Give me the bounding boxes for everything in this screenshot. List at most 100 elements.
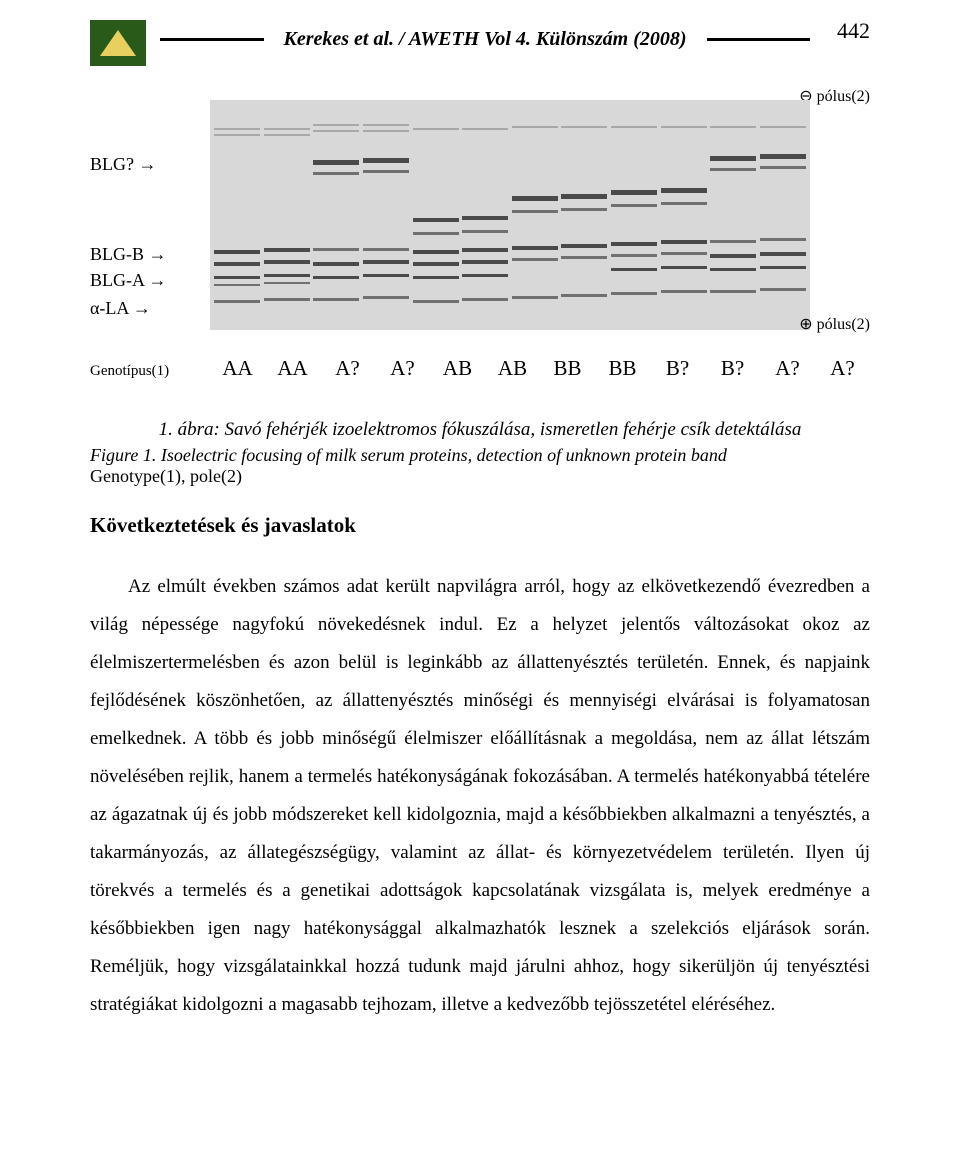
gel-band xyxy=(214,262,260,266)
gel-band xyxy=(214,250,260,254)
header-rule-left xyxy=(160,38,264,41)
gel-band xyxy=(363,124,409,126)
genotype-value: A? xyxy=(320,356,375,381)
gel-figure: ⊖ pólus(2) BLG? → BLG-B → BLG-A → α-LA →… xyxy=(90,100,870,330)
gel-band xyxy=(512,258,558,261)
gel-band xyxy=(611,268,657,271)
gel-band xyxy=(264,134,310,136)
pole-plus-label: ⊕ pólus(2) xyxy=(799,314,870,334)
gel-lane xyxy=(561,100,607,330)
gel-band xyxy=(264,282,310,284)
gel-band xyxy=(264,128,310,130)
gel-band xyxy=(413,128,459,130)
gel-band xyxy=(462,128,508,130)
gel-band xyxy=(512,246,558,250)
gel-band xyxy=(710,126,756,128)
gel-band xyxy=(413,276,459,279)
gel-band xyxy=(760,288,806,291)
gel-band xyxy=(661,126,707,128)
gel-band xyxy=(313,124,359,126)
gel-band xyxy=(363,260,409,264)
gel-band xyxy=(611,242,657,246)
page-header: Kerekes et al. / AWETH Vol 4. Különszám … xyxy=(90,20,870,66)
gel-band xyxy=(214,276,260,279)
gel-band xyxy=(661,240,707,244)
genotype-value: AB xyxy=(485,356,540,381)
gel-band xyxy=(512,296,558,299)
gel-row-label-blg-a: BLG-A → xyxy=(90,270,210,291)
gel-band xyxy=(760,238,806,241)
gel-band xyxy=(760,252,806,256)
gel-band xyxy=(214,284,260,286)
gel-band xyxy=(462,274,508,277)
gel-band xyxy=(710,240,756,243)
genotype-value: AA xyxy=(210,356,265,381)
gel-band xyxy=(710,268,756,271)
gel-band xyxy=(760,154,806,159)
gel-lane xyxy=(214,100,260,330)
gel-lane xyxy=(363,100,409,330)
gel-band xyxy=(413,218,459,222)
gel-band xyxy=(710,290,756,293)
section-heading: Következtetések és javaslatok xyxy=(90,513,870,538)
gel-row-label-ala: α-LA → xyxy=(90,298,210,319)
gel-band xyxy=(661,202,707,205)
gel-image xyxy=(210,100,810,330)
genotype-value: BB xyxy=(595,356,650,381)
gel-lane xyxy=(710,100,756,330)
journal-logo xyxy=(90,20,146,66)
gel-band xyxy=(611,126,657,128)
gel-row-label-blg-q: BLG? → xyxy=(90,154,210,175)
running-head: Kerekes et al. / AWETH Vol 4. Különszám … xyxy=(278,28,693,51)
gel-band xyxy=(313,130,359,132)
gel-row-label-blg-b: BLG-B → xyxy=(90,244,210,265)
gel-band xyxy=(363,248,409,251)
gel-band xyxy=(313,160,359,165)
gel-band xyxy=(561,208,607,211)
gel-band xyxy=(710,254,756,258)
gel-band xyxy=(760,166,806,169)
genotype-value: B? xyxy=(650,356,705,381)
gel-band xyxy=(313,298,359,301)
gel-band xyxy=(214,300,260,303)
gel-band xyxy=(561,294,607,297)
gel-band xyxy=(313,248,359,251)
gel-band xyxy=(264,298,310,301)
gel-band xyxy=(363,130,409,132)
figure-caption-notes: Genotype(1), pole(2) xyxy=(90,466,870,487)
header-rule-right xyxy=(707,38,811,41)
gel-band xyxy=(462,298,508,301)
gel-band xyxy=(363,296,409,299)
gel-lane xyxy=(264,100,310,330)
gel-band xyxy=(661,266,707,269)
gel-lane xyxy=(760,100,806,330)
gel-band xyxy=(363,274,409,277)
genotype-value: A? xyxy=(375,356,430,381)
genotype-value: BB xyxy=(540,356,595,381)
gel-band xyxy=(611,254,657,257)
gel-band xyxy=(512,210,558,213)
gel-band xyxy=(462,260,508,264)
gel-band xyxy=(413,232,459,235)
gel-band xyxy=(313,172,359,175)
genotype-row: Genotípus(1) AAAAA?A?ABABBBBBB?B?A?A? xyxy=(90,356,870,381)
gel-band xyxy=(462,230,508,233)
gel-band xyxy=(413,262,459,266)
gel-band xyxy=(512,196,558,201)
gel-band xyxy=(760,126,806,128)
gel-band xyxy=(363,158,409,163)
gel-lane xyxy=(661,100,707,330)
genotype-value: A? xyxy=(760,356,815,381)
gel-lane xyxy=(313,100,359,330)
genotype-label: Genotípus(1) xyxy=(90,363,210,380)
genotype-values: AAAAA?A?ABABBBBBB?B?A?A? xyxy=(210,356,870,381)
gel-band xyxy=(611,292,657,295)
gel-band xyxy=(413,250,459,254)
gel-lane xyxy=(413,100,459,330)
gel-band xyxy=(462,216,508,220)
gel-lane xyxy=(462,100,508,330)
gel-band xyxy=(561,244,607,248)
genotype-value: AB xyxy=(430,356,485,381)
figure-caption-hu: 1. ábra: Savó fehérjék izoelektromos fók… xyxy=(90,419,870,441)
gel-band xyxy=(264,248,310,252)
